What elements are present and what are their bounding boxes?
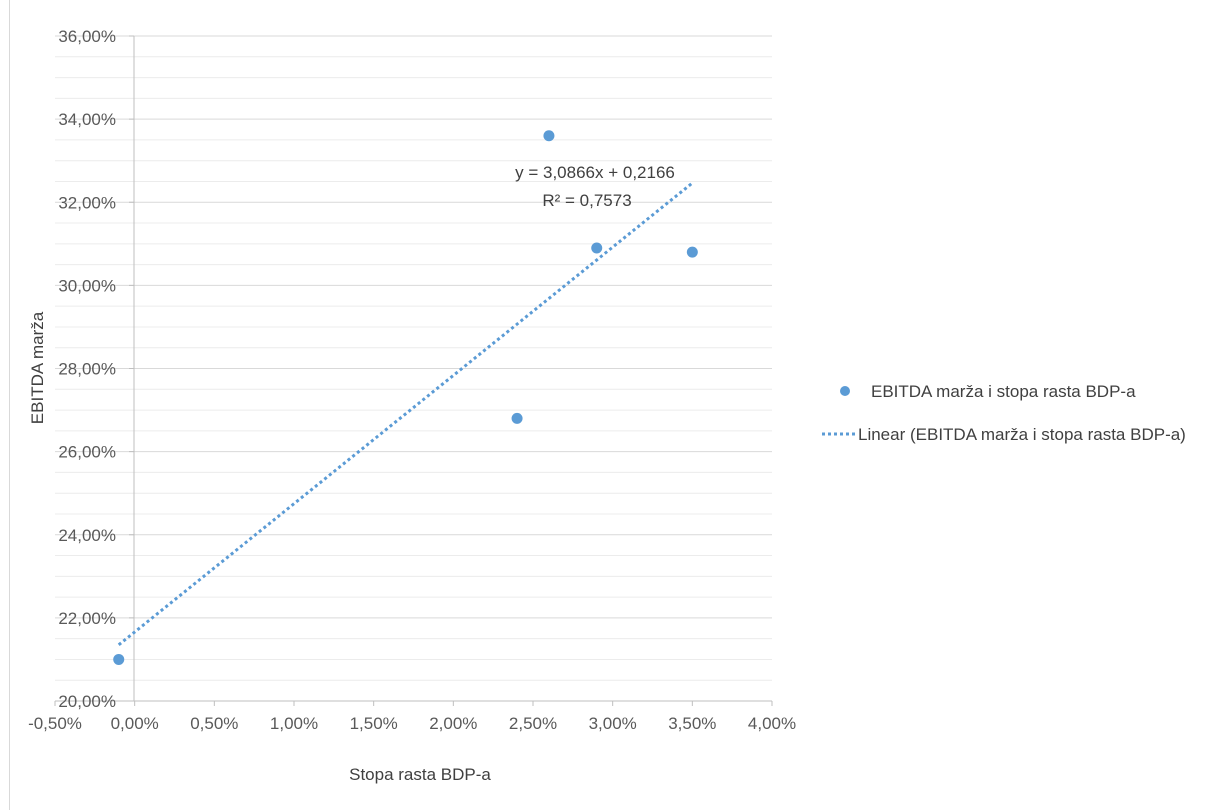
trendline-r2: R² = 0,7573 [542,191,631,210]
trendline-layer [117,181,694,647]
y-tick-label: 24,00% [58,526,116,545]
y-tick-labels: 20,00% 22,00% 24,00% 26,00% 28,00% 30,00% 32,0… [58,27,134,711]
data-point [543,130,555,142]
legend-marker-series [840,386,850,396]
y-tick-label: 20,00% [58,692,116,711]
x-tick-label: 0,50% [190,714,238,733]
trendline-equation: y = 3,0866x + 0,2166 [515,163,675,182]
y-tick-label: 36,00% [58,27,116,46]
data-point [591,242,603,254]
legend-label-series: EBITDA marža i stopa rasta BDP-a [871,382,1136,401]
data-point [686,246,698,258]
chart-border-line [9,0,10,810]
x-tick-label: 4,00% [748,714,796,733]
x-tick-label: 2,00% [429,714,477,733]
data-point [511,412,523,424]
gridlines [55,35,772,681]
x-tick-label: 2,50% [509,714,557,733]
y-tick-label: 32,00% [58,193,116,212]
x-tick-labels: -0,50% 0,00% 0,50% 1,00% 1,50% 2,00% 2,50% 3,00… [28,701,796,733]
x-tick-label: 1,50% [350,714,398,733]
y-tick-label: 34,00% [58,110,116,129]
data-point [113,653,125,665]
legend: EBITDA marža i stopa rasta BDP-a Linear … [822,382,1186,444]
x-axis-title: Stopa rasta BDP-a [349,765,491,784]
y-tick-label: 26,00% [58,443,116,462]
x-tick-label: 1,00% [270,714,318,733]
x-tick-label: 3,00% [589,714,637,733]
y-tick-label: 30,00% [58,276,116,295]
x-tick-label: 3,50% [668,714,716,733]
y-axis-title: EBITDA marža [28,311,47,424]
x-tick-label: -0,50% [28,714,82,733]
data-points [113,130,698,665]
legend-label-trendline: Linear (EBITDA marža i stopa rasta BDP-a… [858,425,1186,444]
y-tick-label: 22,00% [58,609,116,628]
x-tick-label: 0,00% [111,714,159,733]
y-tick-label: 28,00% [58,360,116,379]
trendline [117,181,694,647]
